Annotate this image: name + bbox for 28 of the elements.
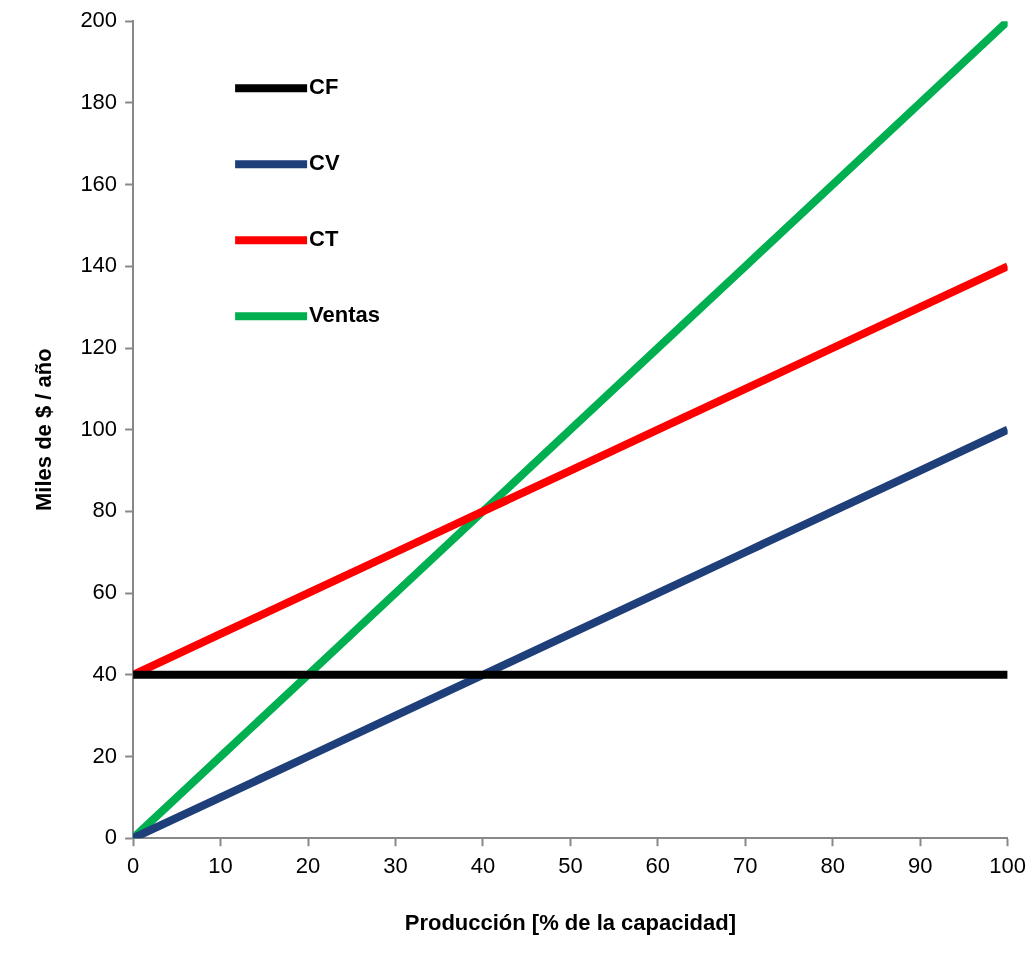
- x-tick-label: 10: [208, 853, 233, 879]
- x-tick-label: 30: [383, 853, 408, 879]
- x-tick-label: 70: [733, 853, 758, 879]
- y-tick-label: 160: [80, 170, 118, 196]
- y-axis-title: Miles de $ / año: [31, 348, 57, 511]
- y-tick-label: 80: [92, 497, 118, 523]
- legend-label: CV: [309, 150, 340, 176]
- x-axis-title: Producción [% de la capacidad]: [404, 909, 737, 935]
- y-tick-label: 60: [92, 579, 118, 605]
- x-tick-label: 50: [558, 853, 583, 879]
- x-tick-label: 90: [907, 853, 933, 879]
- x-tick-label: 100: [989, 853, 1027, 879]
- y-tick-label: 140: [80, 252, 118, 278]
- x-tick-label: 80: [820, 853, 845, 879]
- legend-label: CT: [309, 226, 339, 252]
- y-tick-label: 200: [80, 7, 118, 33]
- x-tick-label: 20: [295, 853, 321, 879]
- y-tick-label: 120: [80, 334, 118, 360]
- x-tick-label: 0: [126, 853, 140, 879]
- y-tick-label: 180: [80, 88, 118, 114]
- y-tick-label: 0: [104, 824, 118, 850]
- y-tick-label: 100: [80, 415, 118, 441]
- legend-label: Ventas: [309, 302, 381, 328]
- x-tick-label: 60: [645, 853, 671, 879]
- legend-label: CF: [309, 74, 339, 100]
- y-tick-label: 40: [92, 660, 118, 686]
- y-tick-label: 20: [92, 742, 118, 768]
- x-tick-label: 40: [470, 853, 496, 879]
